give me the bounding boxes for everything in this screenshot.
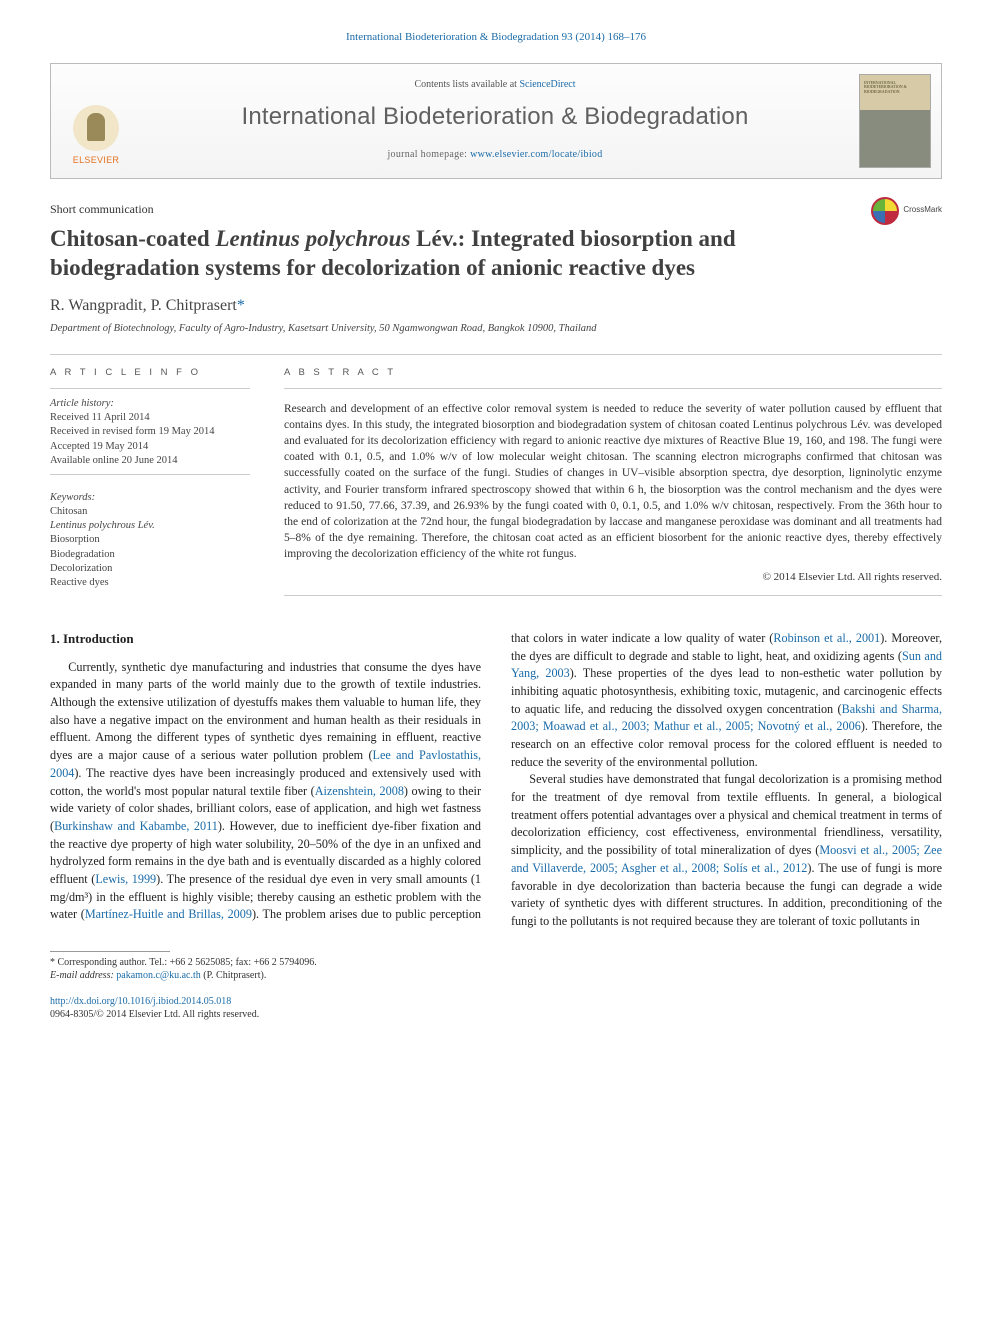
paragraph: Several studies have demonstrated that f…: [511, 771, 942, 930]
footnote-block: * Corresponding author. Tel.: +66 2 5625…: [50, 956, 942, 983]
crossmark-icon: [871, 197, 899, 225]
journal-homepage-link[interactable]: www.elsevier.com/locate/ibiod: [470, 149, 602, 160]
history-received: Received 11 April 2014: [50, 411, 250, 425]
crossmark-badge[interactable]: CrossMark: [871, 197, 942, 225]
info-rule: [50, 388, 250, 389]
corresponding-mark: *: [237, 297, 245, 314]
corresponding-author-footnote: * Corresponding author. Tel.: +66 2 5625…: [50, 956, 942, 970]
crossmark-label: CrossMark: [903, 205, 942, 216]
footnote-rule: [50, 951, 170, 952]
doi-link[interactable]: http://dx.doi.org/10.1016/j.ibiod.2014.0…: [50, 996, 231, 1007]
article-info-heading: A R T I C L E I N F O: [50, 367, 250, 380]
history-label: Article history:: [50, 397, 250, 411]
sciencedirect-link[interactable]: ScienceDirect: [519, 79, 575, 90]
article-info-block: A R T I C L E I N F O Article history: R…: [50, 367, 250, 608]
email-attribution: (P. Chitprasert).: [203, 970, 266, 981]
document-footer: http://dx.doi.org/10.1016/j.ibiod.2014.0…: [50, 995, 942, 1022]
info-rule: [50, 474, 250, 475]
contents-prefix: Contents lists available at: [414, 79, 519, 90]
journal-cover-thumbnail: INTERNATIONAL BIODETERIORATION & BIODEGR…: [859, 74, 931, 168]
abstract-block: A B S T R A C T Research and development…: [284, 367, 942, 608]
author-list: R. Wangpradit, P. Chitprasert*: [50, 295, 942, 317]
contents-available-line: Contents lists available at ScienceDirec…: [149, 78, 841, 92]
journal-masthead: ELSEVIER Contents lists available at Sci…: [50, 63, 942, 179]
citation-link[interactable]: Aizenshtein, 2008: [315, 784, 404, 798]
cover-top-text: INTERNATIONAL BIODETERIORATION & BIODEGR…: [864, 81, 926, 94]
keyword: Decolorization: [50, 562, 250, 576]
journal-name-large: International Biodeterioration & Biodegr…: [149, 101, 841, 133]
abstract-rule: [284, 388, 942, 389]
keyword: Lentinus polychrous Lév.: [50, 519, 250, 533]
abstract-text: Research and development of an effective…: [284, 401, 942, 562]
issn-copyright-line: 0964-8305/© 2014 Elsevier Ltd. All right…: [50, 1008, 942, 1022]
elsevier-wordmark: ELSEVIER: [73, 154, 119, 166]
email-link[interactable]: pakamon.c@ku.ac.th: [116, 970, 200, 981]
history-online: Available online 20 June 2014: [50, 454, 250, 468]
keyword: Biosorption: [50, 533, 250, 547]
publisher-logo-area: ELSEVIER: [51, 64, 141, 178]
keyword: Chitosan: [50, 505, 250, 519]
abstract-copyright: © 2014 Elsevier Ltd. All rights reserved…: [284, 570, 942, 585]
elsevier-tree-icon: [73, 105, 119, 151]
citation-link[interactable]: Robinson et al., 2001: [773, 631, 880, 645]
keyword: Biodegradation: [50, 548, 250, 562]
email-label: E-mail address:: [50, 970, 114, 981]
separator-rule: [50, 354, 942, 355]
journal-homepage-line: journal homepage: www.elsevier.com/locat…: [149, 148, 841, 162]
title-species-italic: Lentinus polychrous: [215, 226, 410, 251]
homepage-prefix: journal homepage:: [387, 149, 470, 160]
keywords-label: Keywords:: [50, 491, 250, 505]
citation-link[interactable]: Lewis, 1999: [95, 872, 156, 886]
title-pre: Chitosan-coated: [50, 226, 215, 251]
affiliation: Department of Biotechnology, Faculty of …: [50, 322, 942, 336]
history-revised: Received in revised form 19 May 2014: [50, 425, 250, 439]
elsevier-logo: ELSEVIER: [73, 105, 119, 166]
body-text: Currently, synthetic dye manufacturing a…: [50, 660, 481, 762]
keyword: Reactive dyes: [50, 576, 250, 590]
abstract-heading: A B S T R A C T: [284, 367, 942, 380]
cover-thumbnail-area: INTERNATIONAL BIODETERIORATION & BIODEGR…: [849, 64, 941, 178]
masthead-center: Contents lists available at ScienceDirec…: [141, 64, 849, 178]
article-title: Chitosan-coated Lentinus polychrous Lév.…: [50, 225, 800, 283]
section-heading-intro: 1. Introduction: [50, 630, 481, 649]
citation-link[interactable]: Burkinshaw and Kabambe, 2011: [54, 819, 218, 833]
citation-link[interactable]: Martínez-Huitle and Brillas, 2009: [85, 907, 252, 921]
author-names: R. Wangpradit, P. Chitprasert: [50, 297, 237, 314]
body-two-column: 1. Introduction Currently, synthetic dye…: [50, 630, 942, 931]
article-type-label: Short communication: [50, 201, 942, 217]
email-footnote: E-mail address: pakamon.c@ku.ac.th (P. C…: [50, 969, 942, 983]
meta-row: A R T I C L E I N F O Article history: R…: [50, 367, 942, 608]
history-accepted: Accepted 19 May 2014: [50, 440, 250, 454]
abstract-rule-bottom: [284, 595, 942, 596]
running-header: International Biodeterioration & Biodegr…: [50, 30, 942, 45]
keyword-italic: Lentinus polychrous Lév.: [50, 520, 155, 531]
